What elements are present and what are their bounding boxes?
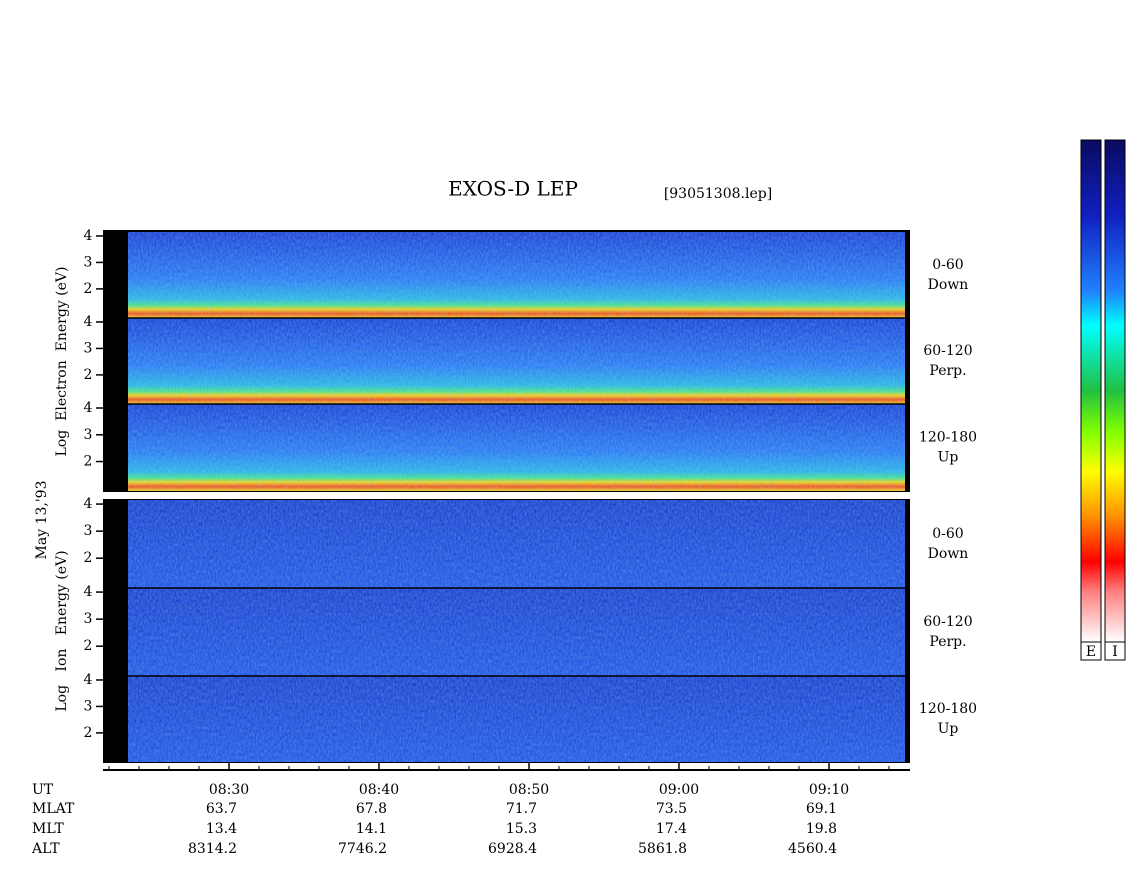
- orbit-value: 71.7: [506, 801, 537, 817]
- panel-direction: Perp.: [929, 363, 966, 379]
- x-tick-label: 08:50: [509, 782, 549, 798]
- spectrogram-texture: [128, 588, 905, 676]
- panel-angle: 60-120: [923, 343, 972, 359]
- panel-angle: 0-60: [932, 257, 963, 273]
- orbit-label: UT: [32, 782, 54, 798]
- orbit-value: 19.8: [806, 821, 837, 837]
- spectrogram-texture: [128, 232, 905, 318]
- y-tick-label: 3: [84, 611, 93, 627]
- y-tick-label: 3: [84, 698, 93, 714]
- colorbar-label-box: [1080, 641, 1102, 661]
- spectrogram-texture: [128, 318, 905, 404]
- orbit-value: 17.4: [656, 821, 687, 837]
- spectrogram-texture: [128, 500, 905, 588]
- panel-angle: 120-180: [919, 701, 977, 717]
- y-tick-label: 4: [84, 496, 93, 512]
- orbit-value: 6928.4: [488, 841, 537, 857]
- panel-direction: Perp.: [929, 634, 966, 650]
- spectrogram-texture: [128, 676, 905, 762]
- y-tick-label: 2: [84, 454, 93, 470]
- panel-direction: Down: [928, 277, 969, 293]
- y-tick-label: 3: [84, 523, 93, 539]
- y-axis-label: Log Electron Energy (eV): [54, 267, 70, 457]
- y-tick-label: 2: [84, 638, 93, 654]
- y-tick-label: 4: [84, 400, 93, 416]
- x-tick-label: 08:40: [359, 782, 399, 798]
- orbit-label: MLT: [32, 821, 64, 837]
- date: May 13,'93: [34, 481, 50, 560]
- file-name: [93051308.lep]: [664, 186, 772, 202]
- colorbar: [1104, 139, 1126, 643]
- colorbar: [1080, 139, 1102, 643]
- y-tick-label: 2: [84, 367, 93, 383]
- y-tick-label: 3: [84, 340, 93, 356]
- panel-angle: 120-180: [919, 430, 977, 446]
- orbit-label: MLAT: [32, 801, 75, 817]
- orbit-value: 67.8: [356, 801, 387, 817]
- orbit-value: 63.7: [206, 801, 237, 817]
- y-tick-label: 4: [84, 228, 93, 244]
- x-tick-label: 08:30: [209, 782, 249, 798]
- y-tick-label: 3: [84, 254, 93, 270]
- panel-direction: Down: [928, 546, 969, 562]
- spectrogram-texture: [128, 404, 905, 491]
- orbit-value: 15.3: [506, 821, 537, 837]
- orbit-value: 69.1: [806, 801, 837, 817]
- y-tick-label: 4: [84, 672, 93, 688]
- y-tick-label: 4: [84, 314, 93, 330]
- orbit-value: 4560.4: [788, 841, 837, 857]
- y-tick-label: 4: [84, 584, 93, 600]
- x-tick-label: 09:10: [809, 782, 849, 798]
- y-tick-label: 2: [84, 725, 93, 741]
- y-tick-label: 2: [84, 281, 93, 297]
- title: EXOS-D LEP: [448, 177, 578, 201]
- orbit-value: 5861.8: [638, 841, 687, 857]
- panel-angle: 60-120: [923, 614, 972, 630]
- colorbar-label-box: [1104, 641, 1126, 661]
- x-tick-label: 09:00: [659, 782, 699, 798]
- orbit-label: ALT: [31, 841, 60, 857]
- panel-direction: Up: [938, 721, 959, 737]
- panel-angle: 0-60: [932, 526, 963, 542]
- panel-direction: Up: [938, 450, 959, 466]
- orbit-value: 13.4: [206, 821, 237, 837]
- y-tick-label: 2: [84, 550, 93, 566]
- colorbar-label: E: [1086, 644, 1096, 660]
- colorbar-label: I: [1112, 644, 1118, 660]
- y-axis-label: Log Ion Energy (eV): [54, 550, 70, 711]
- y-tick-label: 3: [84, 427, 93, 443]
- orbit-value: 14.1: [356, 821, 387, 837]
- orbit-value: 8314.2: [188, 841, 237, 857]
- orbit-value: 73.5: [656, 801, 687, 817]
- orbit-value: 7746.2: [338, 841, 387, 857]
